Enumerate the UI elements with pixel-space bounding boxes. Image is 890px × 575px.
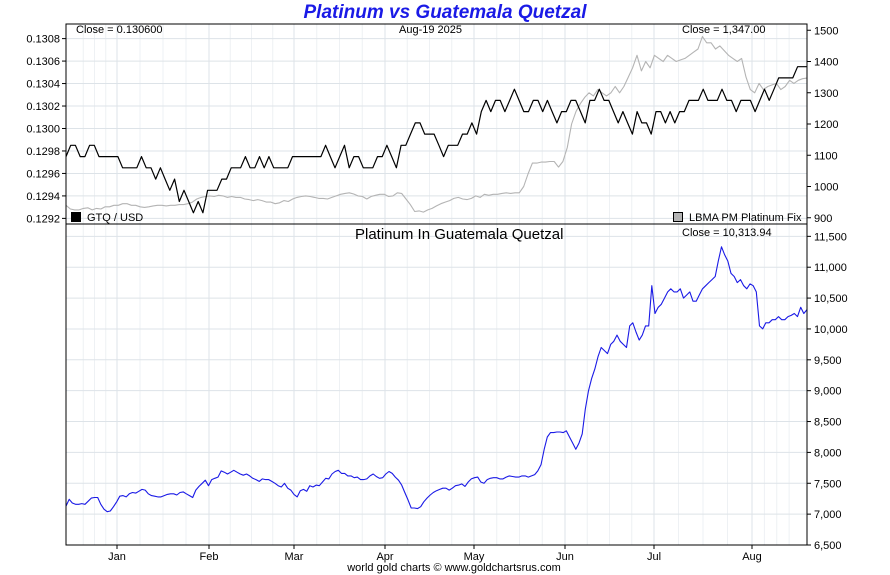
chart-title: Platinum vs Guatemala Quetzal bbox=[303, 2, 587, 23]
y-left-tick-label: 0.1302 bbox=[26, 101, 60, 113]
bottom-close-label: Close = 10,313.94 bbox=[682, 227, 772, 239]
y-left-tick-label: 0.1300 bbox=[26, 123, 60, 135]
x-tick-label: Jun bbox=[556, 551, 574, 563]
y-left-tick-label: 0.1298 bbox=[26, 146, 60, 158]
y-bottom-tick-label: 11,500 bbox=[814, 231, 847, 243]
y-bottom-tick-label: 8,500 bbox=[814, 417, 842, 429]
y-bottom-tick-label: 11,000 bbox=[814, 262, 847, 274]
legend-platinum-fix-swatch bbox=[673, 212, 683, 222]
y-left-tick-label: 0.1296 bbox=[26, 168, 60, 180]
x-tick-label: Mar bbox=[285, 551, 304, 563]
y-bottom-tick-label: 7,500 bbox=[814, 478, 842, 490]
y-bottom-tick-label: 9,500 bbox=[814, 355, 842, 367]
top-date-label: Aug-19 2025 bbox=[399, 24, 462, 36]
y-right-tick-label: 1000 bbox=[814, 182, 838, 194]
x-tick-label: May bbox=[464, 551, 485, 563]
top-close-left-label: Close = 0.130600 bbox=[76, 24, 163, 36]
y-bottom-tick-label: 6,500 bbox=[814, 540, 842, 552]
y-right-tick-label: 1100 bbox=[814, 150, 838, 162]
series-line-gtq-usd bbox=[65, 66, 807, 214]
x-tick-label: Apr bbox=[376, 551, 393, 563]
x-tick-label: Jan bbox=[108, 551, 126, 563]
y-left-tick-label: 0.1292 bbox=[26, 213, 60, 225]
x-tick-label: Aug bbox=[742, 551, 762, 563]
y-right-tick-label: 900 bbox=[814, 213, 832, 225]
legend-platinum-fix: LBMA PM Platinum Fix bbox=[673, 212, 801, 224]
y-bottom-tick-label: 9,000 bbox=[814, 386, 842, 398]
series-line-platinum-fix bbox=[65, 35, 808, 213]
legend-gtq-usd-label: GTQ / USD bbox=[87, 212, 144, 224]
y-bottom-tick-label: 10,000 bbox=[814, 324, 848, 336]
y-right-tick-label: 1300 bbox=[814, 88, 838, 100]
y-bottom-tick-label: 10,500 bbox=[814, 293, 848, 305]
y-right-tick-label: 1200 bbox=[814, 119, 838, 131]
x-tick-label: Feb bbox=[200, 551, 219, 563]
bottom-panel-subtitle: Platinum In Guatemala Quetzal bbox=[355, 226, 564, 243]
legend-gtq-usd-swatch bbox=[71, 212, 81, 222]
x-tick-label: Jul bbox=[647, 551, 661, 563]
y-left-tick-label: 0.1308 bbox=[26, 34, 60, 46]
top-close-right-label: Close = 1,347.00 bbox=[682, 24, 766, 36]
series-line-platinum-in-quetzal bbox=[65, 246, 808, 513]
legend-gtq-usd: GTQ / USD bbox=[71, 212, 143, 224]
y-left-tick-label: 0.1306 bbox=[26, 56, 60, 68]
bottom-panel-frame bbox=[65, 223, 808, 546]
legend-platinum-fix-label: LBMA PM Platinum Fix bbox=[689, 212, 802, 224]
y-right-tick-label: 1400 bbox=[814, 57, 838, 69]
y-right-tick-label: 1500 bbox=[814, 25, 838, 37]
y-bottom-tick-label: 8,000 bbox=[814, 447, 842, 459]
y-left-tick-label: 0.1304 bbox=[26, 79, 60, 91]
y-left-tick-label: 0.1294 bbox=[26, 191, 60, 203]
y-bottom-tick-label: 7,000 bbox=[814, 509, 842, 521]
footer-credit: world gold charts © www.goldchartsrus.co… bbox=[347, 562, 561, 574]
